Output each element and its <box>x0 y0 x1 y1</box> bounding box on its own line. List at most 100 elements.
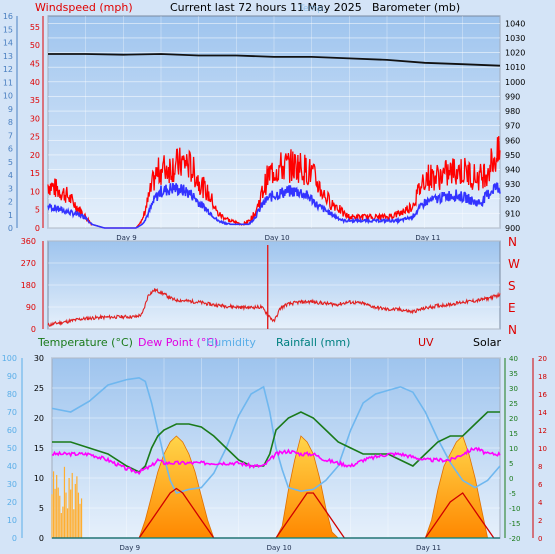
left-tick-label: 5 <box>35 206 40 215</box>
right-temp-tick-label: 35 <box>509 370 518 378</box>
uv-tick-label: 18 <box>538 373 547 381</box>
left-tick-label: 55 <box>30 23 40 32</box>
uv-tick-label: 8 <box>538 463 542 471</box>
right-temp-tick-label: 5 <box>509 460 513 468</box>
compass-tick-label: N <box>508 323 517 337</box>
left-outer-tick-label: 6 <box>8 145 13 154</box>
legend-rainfall: Rainfall (mm) <box>276 336 350 349</box>
right-temp-tick-label: -5 <box>509 490 516 498</box>
temperature-tick-label: 30 <box>34 354 44 363</box>
temperature-tick-label: 20 <box>34 414 44 423</box>
compass-tick-label: N <box>508 235 517 249</box>
left-outer-tick-label: 3 <box>8 184 13 193</box>
left-outer-tick-label: 1 <box>8 211 13 220</box>
uv-tick-label: 14 <box>538 409 547 417</box>
uv-tick-label: 0 <box>538 535 542 543</box>
left-tick-label: 30 <box>30 114 40 123</box>
uv-tick-label: 20 <box>538 355 547 363</box>
date-label: Day 9 <box>120 544 141 552</box>
left-outer-tick-label: 14 <box>3 39 13 48</box>
wind-average-line <box>47 182 501 229</box>
direction-tick-label: 0 <box>31 325 36 334</box>
legend-dewpoint: Dew Point (°C) <box>138 336 218 349</box>
temperature-tick-label: 15 <box>34 444 44 453</box>
right-tick-label: 970 <box>505 122 520 131</box>
right-tick-label: 900 <box>505 224 520 233</box>
humidity-tick-label: 40 <box>7 462 17 471</box>
left-outer-tick-label: 7 <box>8 131 13 140</box>
temperature-tick-label: 10 <box>34 474 44 483</box>
barometer-line <box>48 53 501 67</box>
uv-tick-label: 16 <box>538 391 547 399</box>
compass-tick-label: S <box>508 279 516 293</box>
left-tick-label: 50 <box>30 41 40 50</box>
left-tick-label: 20 <box>30 151 40 160</box>
right-temp-tick-label: 20 <box>509 415 518 423</box>
direction-line <box>47 288 501 327</box>
legend-temperature: Temperature (°C) <box>37 336 133 349</box>
left-outer-tick-label: 15 <box>3 25 13 34</box>
left-outer-tick-label: 4 <box>8 171 13 180</box>
date-label: Day 11 <box>415 234 440 242</box>
uv-tick-label: 12 <box>538 427 547 435</box>
uv-tick-label: 4 <box>538 499 543 507</box>
date-label: Day 9 <box>116 234 137 242</box>
right-temp-tick-label: 30 <box>509 385 518 393</box>
right-temp-tick-label: 40 <box>509 355 518 363</box>
right-tick-label: 930 <box>505 180 520 189</box>
left-outer-tick-label: 10 <box>3 92 13 101</box>
right-tick-label: 1010 <box>505 63 525 72</box>
left-outer-tick-label: 9 <box>8 105 13 114</box>
humidity-tick-label: 80 <box>7 390 17 399</box>
left-outer-tick-label: 12 <box>3 65 13 74</box>
right-tick-label: 910 <box>505 209 520 218</box>
temperature-line <box>52 411 500 473</box>
compass-tick-label: E <box>508 301 516 315</box>
left-outer-tick-label: 16 <box>3 12 13 21</box>
right-temp-tick-label: 10 <box>509 445 518 453</box>
uv-tick-label: 10 <box>538 445 547 453</box>
left-tick-label: 10 <box>30 187 40 196</box>
right-tick-label: 1000 <box>505 78 525 87</box>
date-label: Day 11 <box>416 544 441 552</box>
temperature-tick-label: 25 <box>34 384 44 393</box>
humidity-line <box>51 376 501 494</box>
left-tick-label: 0 <box>35 224 40 233</box>
humidity-tick-label: 90 <box>7 372 17 381</box>
left-outer-tick-label: 5 <box>8 158 13 167</box>
humidity-tick-label: 60 <box>7 426 17 435</box>
left-tick-label: 15 <box>30 169 40 178</box>
right-tick-label: 950 <box>505 151 520 160</box>
right-tick-label: 990 <box>505 92 520 101</box>
left-outer-tick-label: 0 <box>8 224 13 233</box>
left-tick-label: 35 <box>30 96 40 105</box>
dewpoint-line <box>51 446 501 476</box>
temperature-tick-label: 0 <box>39 534 44 543</box>
windspeed-axis-title: Windspeed (mph) <box>35 1 133 14</box>
right-tick-label: 1040 <box>505 19 525 28</box>
direction-tick-label: 270 <box>21 259 36 268</box>
legend-uv: UV <box>418 336 434 349</box>
direction-tick-label: 90 <box>26 303 36 312</box>
chart-title-overlay: Temp. <box>298 4 326 14</box>
uv-line <box>52 487 500 539</box>
date-label: Day 10 <box>267 544 292 552</box>
right-tick-label: 960 <box>505 136 520 145</box>
right-temp-tick-label: 15 <box>509 430 518 438</box>
humidity-tick-label: 50 <box>7 444 17 453</box>
left-tick-label: 25 <box>30 133 40 142</box>
legend-humidity: Humidity <box>206 336 256 349</box>
left-outer-tick-label: 13 <box>3 52 13 61</box>
left-outer-tick-label: 8 <box>8 118 13 127</box>
right-temp-tick-label: -20 <box>509 535 520 543</box>
humidity-tick-label: 30 <box>7 480 17 489</box>
temperature-tick-label: 5 <box>39 504 44 513</box>
humidity-tick-label: 0 <box>12 534 17 543</box>
right-temp-tick-label: 25 <box>509 400 518 408</box>
humidity-tick-label: 70 <box>7 408 17 417</box>
left-outer-tick-label: 11 <box>3 78 13 87</box>
humidity-tick-label: 10 <box>7 516 17 525</box>
right-temp-tick-label: -10 <box>509 505 520 513</box>
right-tick-label: 940 <box>505 166 520 175</box>
